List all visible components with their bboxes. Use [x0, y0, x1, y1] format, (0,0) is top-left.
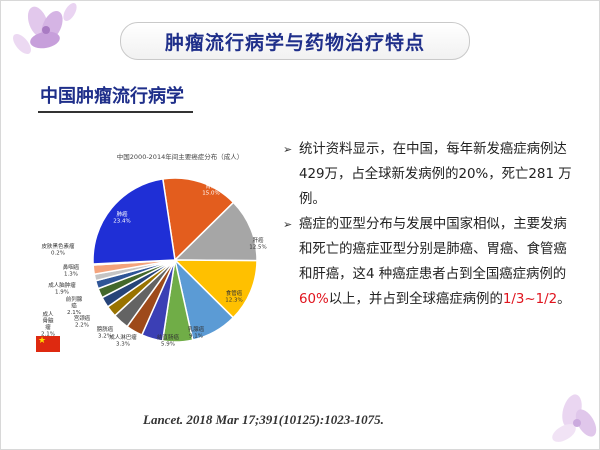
- slice-label: 成人脑肿瘤 1.9%: [48, 281, 76, 296]
- slice-label: 食管癌 12.3%: [225, 289, 242, 304]
- bullet-text-part: 。: [557, 292, 571, 307]
- flower-decoration-icon: [13, 2, 77, 54]
- flower-corner-decoration-icon: [552, 394, 597, 442]
- pie-slice: [161, 177, 235, 262]
- arrow-bullet-icon: ➢: [283, 143, 293, 156]
- slide-title: 肿瘤流行病学与药物治疗特点: [164, 31, 425, 54]
- slice-label: 成人淋巴瘤 3.3%: [109, 333, 137, 348]
- highlight-text: 60%: [299, 292, 329, 307]
- slice-label: 膀胱癌 3.2%: [97, 325, 114, 340]
- china-flag-icon: ★: [36, 336, 60, 352]
- heading-underline: [38, 111, 193, 113]
- bullet-text-part: 以上，并占到全球癌症病例的: [328, 292, 503, 307]
- chart-title: 中国2000-2014年间主要癌症分布（成人）: [116, 153, 244, 161]
- bullet-text: 统计资料显示，在中国，每年新发癌症病例达429万，占全球新发病例的20%，死亡2…: [299, 137, 578, 212]
- slice-label: 结直肠癌 5.9%: [157, 333, 180, 348]
- pie-slice: [92, 178, 176, 265]
- section-heading: 中国肿瘤流行病学: [40, 86, 184, 107]
- bullet-text-part: 统计资料显示，在中国，每年新发癌症病例达429万，占全球新发病例的20%，死亡2…: [299, 142, 572, 207]
- bullet-text-part: 癌症的亚型分布与发展中国家相似，主要发病和死亡的癌症亚型分别是肺癌、胃癌、食管癌…: [299, 217, 567, 282]
- highlight-text: 1/3~1/2: [502, 292, 558, 307]
- bullet-list: ➢ 统计资料显示，在中国，每年新发癌症病例达429万，占全球新发病例的20%，死亡…: [283, 137, 578, 312]
- bullet-item: ➢ 癌症的亚型分布与发展中国家相似，主要发病和死亡的癌症亚型分别是肺癌、胃癌、食管…: [283, 212, 578, 312]
- slice-label: 鼻咽癌 1.3%: [63, 263, 80, 278]
- bullet-item: ➢ 统计资料显示，在中国，每年新发癌症病例达429万，占全球新发病例的20%，死亡…: [283, 137, 578, 212]
- pie-chart: 胃癌 15.0% 肝癌 12.5% 食管癌 12.3% 乳腺癌 9.1% 结直肠癌 5.9% 成人淋…: [41, 177, 267, 348]
- slice-label: 乳腺癌 9.1%: [188, 325, 205, 340]
- arrow-bullet-icon: ➢: [283, 218, 293, 231]
- slide-title-box: 肿瘤流行病学与药物治疗特点: [120, 22, 470, 60]
- bullet-text: 癌症的亚型分布与发展中国家相似，主要发病和死亡的癌症亚型分别是肺癌、胃癌、食管癌…: [299, 212, 578, 312]
- pie-slice: [173, 201, 258, 262]
- slice-label: 皮肤黑色素瘤 0.2%: [41, 242, 75, 257]
- slice-label: 肺癌 23.4%: [113, 210, 130, 225]
- slice-label: 宫颈癌 2.2%: [74, 314, 91, 329]
- slice-label: 肝癌 12.5%: [249, 236, 266, 251]
- slice-label: 胃癌 15.0%: [202, 182, 219, 197]
- slice-label: 成人骨髓瘤 2.1%: [41, 310, 55, 338]
- slice-label: 前列腺癌 2.1%: [66, 295, 83, 316]
- citation: Lancet. 2018 Mar 17;391(10125):1023-1075…: [143, 412, 384, 427]
- pie-slice: [173, 259, 258, 319]
